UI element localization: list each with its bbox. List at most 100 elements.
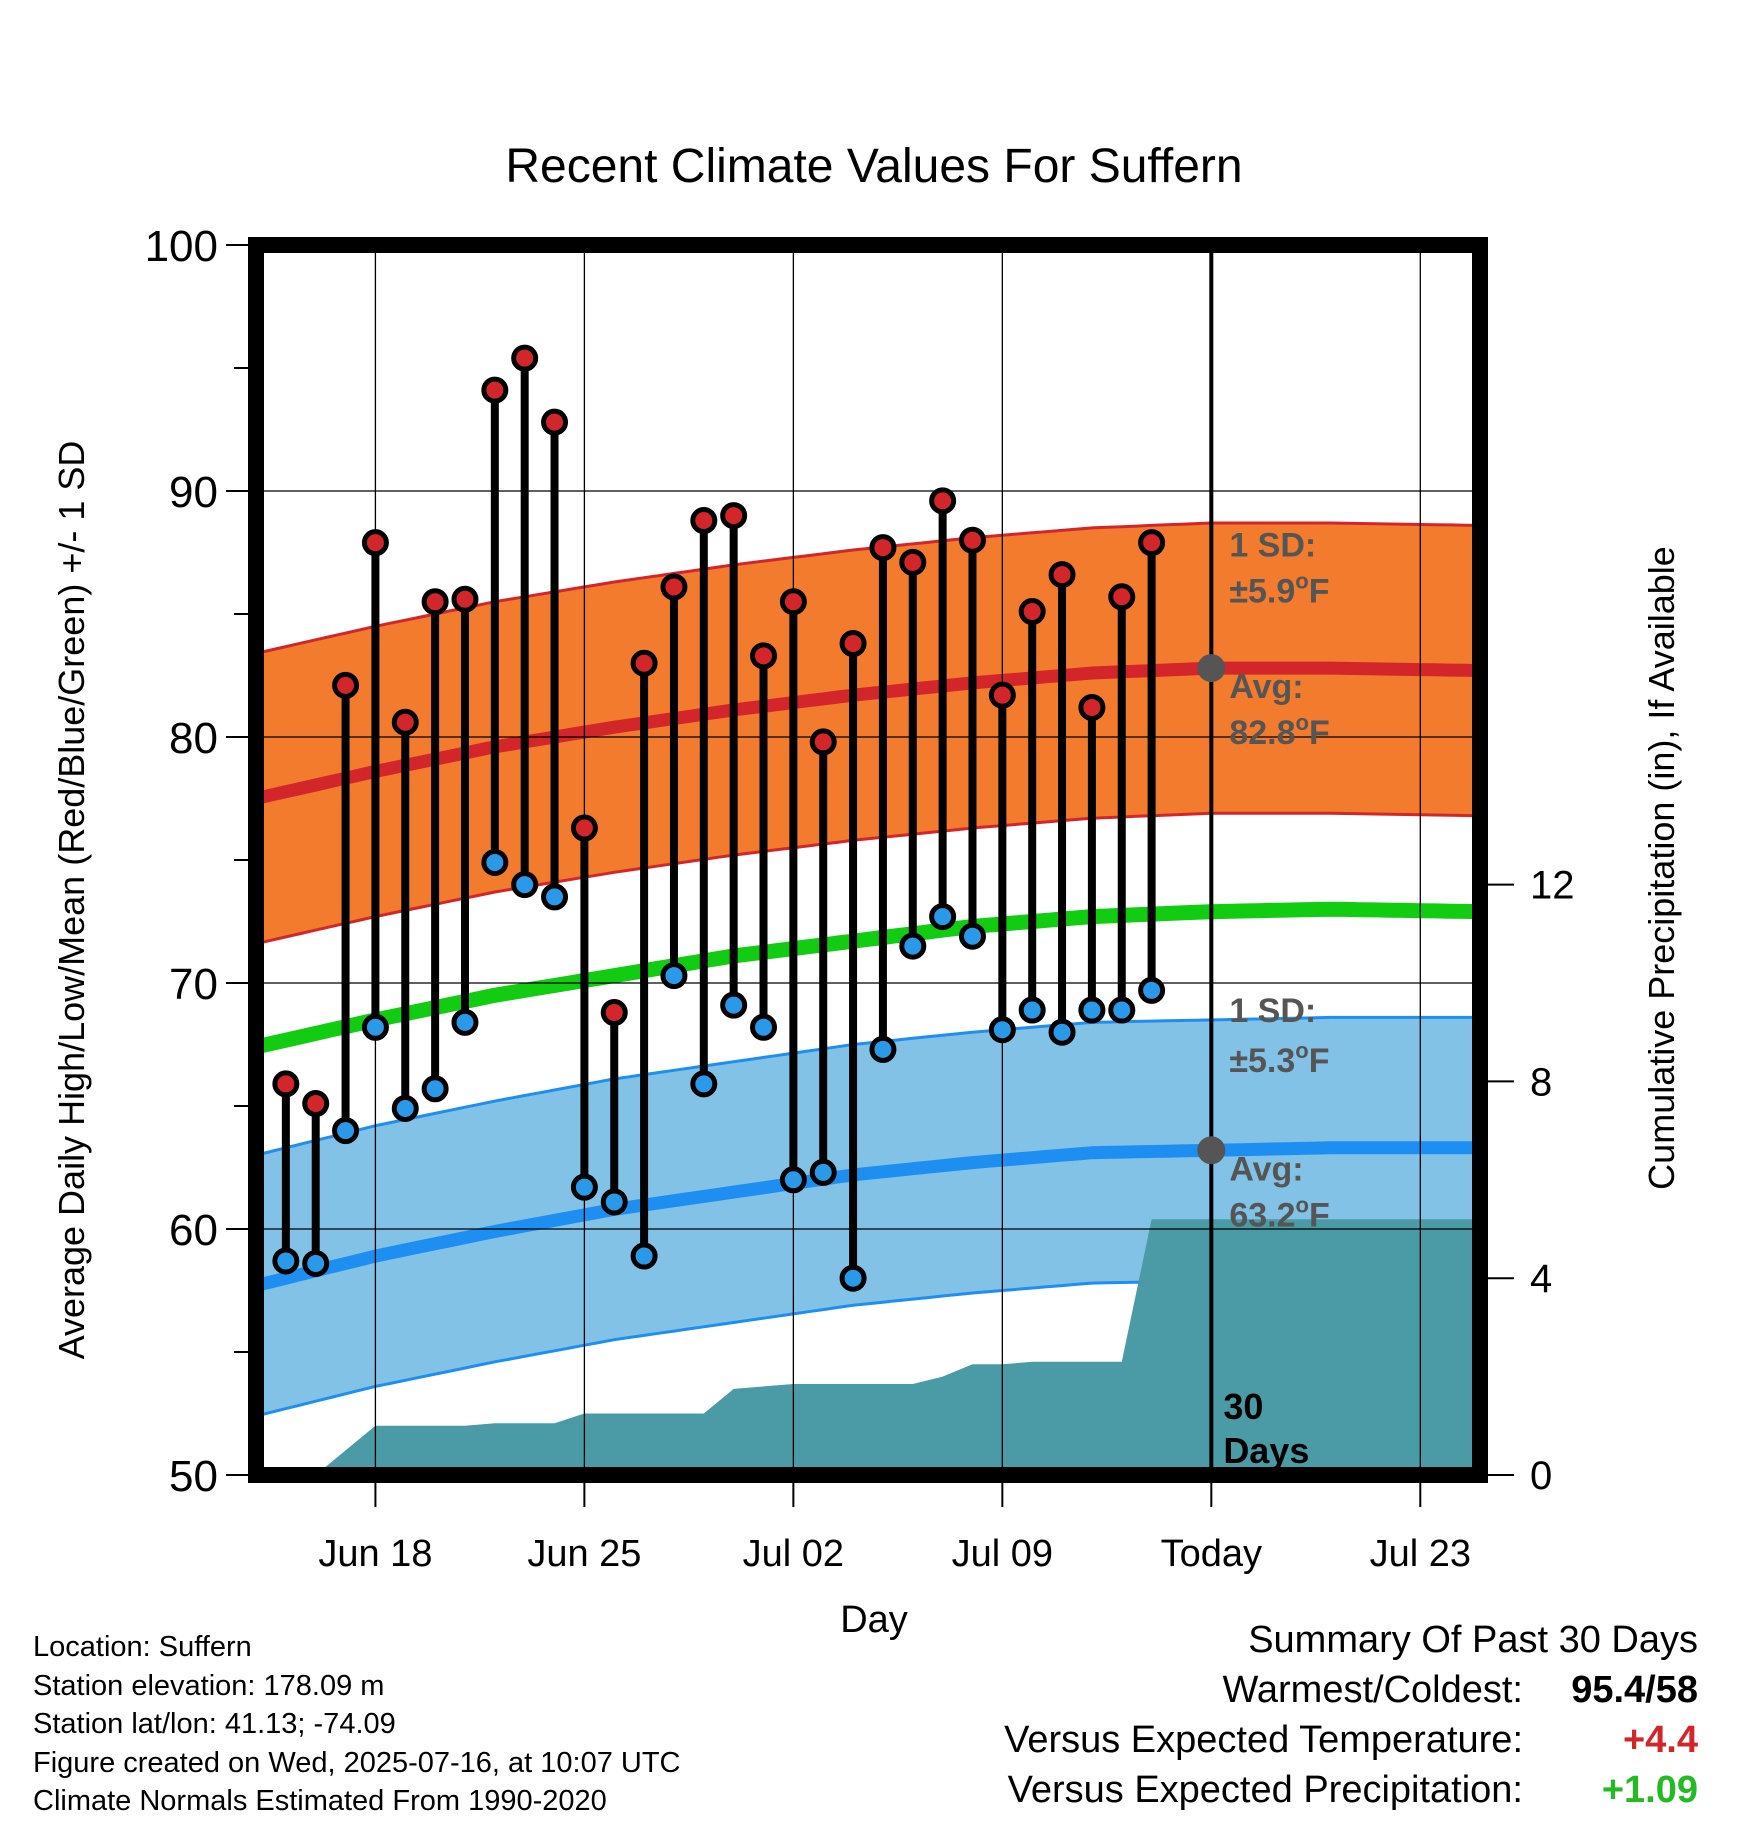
daily-high-point xyxy=(750,642,778,670)
x-tick-label: Jul 09 xyxy=(952,1533,1053,1575)
daily-high-point xyxy=(451,585,479,613)
daily-high-point xyxy=(899,548,927,576)
daily-low-point xyxy=(839,1264,867,1292)
daily-low-point xyxy=(451,1008,479,1036)
summary-panel: Summary Of Past 30 Days Warmest/Coldest:… xyxy=(1004,1615,1698,1815)
temp-row: Versus Expected Temperature: +4.4 xyxy=(1004,1715,1698,1765)
daily-low-point xyxy=(302,1249,330,1277)
daily-low-point xyxy=(988,1016,1016,1044)
daily-high-point xyxy=(570,814,598,842)
daily-low-point xyxy=(779,1166,807,1194)
elevation-text: Station elevation: 178.09 m xyxy=(33,1669,385,1702)
y-tick-label: 50 xyxy=(169,1452,218,1501)
daily-high-point xyxy=(929,487,957,515)
daily-low-point xyxy=(570,1173,598,1201)
x-tick-label: Jun 18 xyxy=(318,1533,432,1575)
daily-high-point xyxy=(869,534,897,562)
warmest-row: Warmest/Coldest: 95.4/58 xyxy=(1004,1665,1698,1715)
annotation-value: 63.2oF xyxy=(1229,1192,1329,1234)
daily-low-point xyxy=(511,871,539,899)
daily-high-point xyxy=(630,649,658,677)
daily-high-point xyxy=(1108,583,1136,611)
daily-high-point xyxy=(720,502,748,530)
created-text: Figure created on Wed, 2025-07-16, at 10… xyxy=(33,1746,681,1779)
temp-value: +4.4 xyxy=(1622,1719,1698,1761)
mean-average-line xyxy=(256,901,1480,1055)
daily-high-point xyxy=(1018,598,1046,626)
daily-high-point xyxy=(839,630,867,658)
daily-low-point xyxy=(361,1013,389,1041)
warmest-value: 95.4/58 xyxy=(1571,1669,1698,1711)
daily-high-point xyxy=(1048,561,1076,589)
y-axis-label: Average Daily High/Low/Mean (Red/Blue/Gr… xyxy=(51,441,92,1360)
daily-high-point xyxy=(391,708,419,736)
daily-low-point xyxy=(541,883,569,911)
x-axis-label: Day xyxy=(840,1599,908,1641)
daily-low-point xyxy=(1018,996,1046,1024)
x-tick-label: Jul 02 xyxy=(743,1533,844,1575)
y2-axis-label: Cumulative Precipitation (in), If Availa… xyxy=(1641,546,1682,1190)
daily-low-point xyxy=(481,848,509,876)
precip-value: +1.09 xyxy=(1601,1769,1698,1811)
daily-low-point xyxy=(929,903,957,931)
precip-row: Versus Expected Precipitation: +1.09 xyxy=(1004,1765,1698,1815)
daily-low-point xyxy=(1108,996,1136,1024)
y-tick-label: 70 xyxy=(169,960,218,1009)
daily-high-point xyxy=(361,529,389,557)
summary-title: Summary Of Past 30 Days xyxy=(1248,1619,1698,1661)
daily-high-point xyxy=(421,588,449,616)
window-label-number: 30 xyxy=(1223,1386,1263,1427)
x-tick-label: Jul 23 xyxy=(1370,1533,1471,1575)
daily-low-point xyxy=(720,991,748,1019)
daily-high-point xyxy=(690,507,718,535)
annotation-value: 82.8oF xyxy=(1229,710,1329,752)
daily-high-point xyxy=(272,1070,300,1098)
daily-low-point xyxy=(1138,976,1166,1004)
daily-high-point xyxy=(511,344,539,372)
low-average-line xyxy=(256,1141,1480,1292)
precip-label: Versus Expected Precipitation: xyxy=(1007,1769,1523,1811)
daily-high-point xyxy=(1138,529,1166,557)
daily-low-point xyxy=(1048,1018,1076,1046)
daily-high-point xyxy=(541,408,569,436)
daily-high-point xyxy=(958,526,986,554)
precipitation-area xyxy=(315,1219,1480,1475)
daily-high-point xyxy=(660,573,688,601)
low-sd-band xyxy=(256,1017,1480,1416)
y2-tick-label: 4 xyxy=(1530,1257,1552,1301)
daily-low-point xyxy=(958,922,986,950)
annotation-label: 1 SD: xyxy=(1229,527,1316,565)
daily-high-point xyxy=(1078,693,1106,721)
warmest-label: Warmest/Coldest: xyxy=(1222,1669,1523,1711)
y2-tick-label: 8 xyxy=(1530,1060,1552,1104)
y-tick-label: 80 xyxy=(169,714,218,763)
daily-low-point xyxy=(272,1247,300,1275)
daily-high-point xyxy=(779,588,807,616)
daily-high-point xyxy=(988,681,1016,709)
chart-title: Recent Climate Values For Suffern xyxy=(505,140,1242,193)
daily-low-point xyxy=(332,1117,360,1145)
y2-tick-label: 0 xyxy=(1530,1454,1552,1498)
high-average-line xyxy=(256,661,1480,805)
daily-high-point xyxy=(600,999,628,1027)
daily-low-point xyxy=(630,1242,658,1270)
y-tick-label: 100 xyxy=(145,222,218,271)
daily-low-point xyxy=(391,1094,419,1122)
low-sd-upper-edge xyxy=(256,1015,1480,1157)
daily-low-point xyxy=(750,1013,778,1041)
daily-low-point xyxy=(1078,996,1106,1024)
annotation-label: 1 SD: xyxy=(1229,992,1316,1030)
high-sd-lower-edge xyxy=(256,811,1480,946)
y2-tick-label: 12 xyxy=(1530,864,1575,908)
location-text: Location: Suffern xyxy=(33,1631,252,1663)
annotation-label: Avg: xyxy=(1229,1150,1303,1188)
window-label-unit: Days xyxy=(1223,1430,1309,1471)
high-sd-band xyxy=(256,523,1480,944)
plot-frame xyxy=(248,237,1488,1483)
annotation-value: ±5.9oF xyxy=(1229,569,1329,611)
daily-high-point xyxy=(481,376,509,404)
today-low-average-marker xyxy=(1197,1136,1226,1165)
daily-high-point xyxy=(332,671,360,699)
station-info: Location: Suffern Station elevation: 178… xyxy=(33,1628,681,1821)
